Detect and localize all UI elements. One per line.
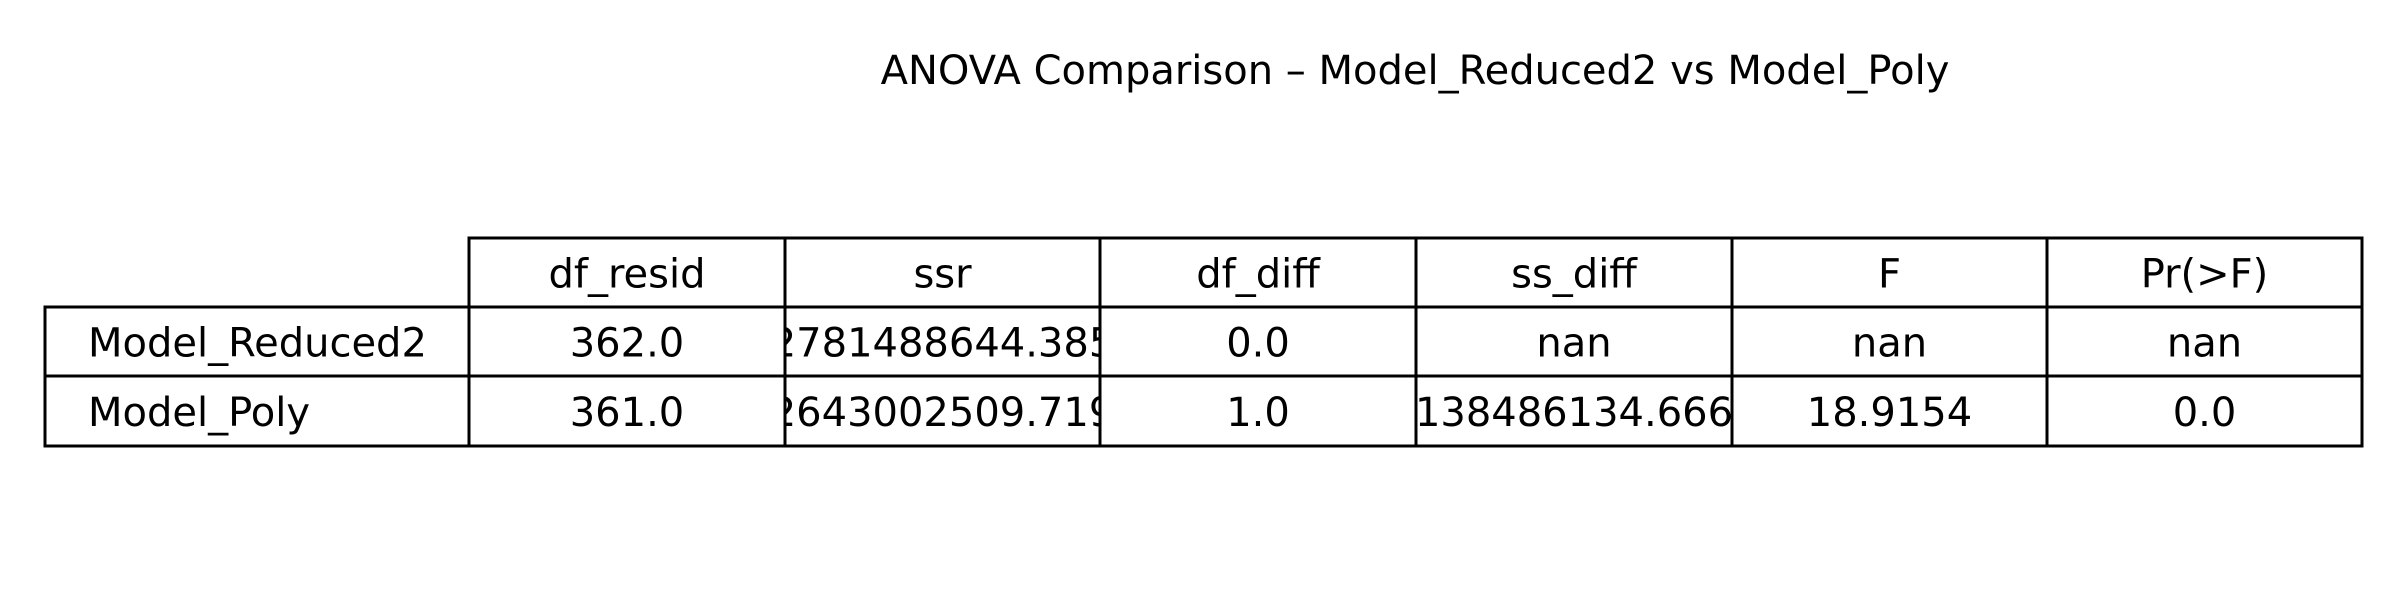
- cell-value-r1-c4: nan: [1536, 321, 1611, 367]
- cell-value-r1-c5: nan: [1852, 321, 1927, 367]
- table-cell-r2-c2: [783, 374, 1102, 448]
- cell-value-r1-c3: 0.0: [1226, 321, 1290, 367]
- column-header-2: ssr: [913, 252, 972, 298]
- table-title: ANOVA Comparison – Model_Reduced2 vs Mod…: [880, 48, 1950, 94]
- table-cell-r2-c4: [1414, 374, 1734, 448]
- cell-value-r2-c1: 361.0: [570, 390, 685, 436]
- header-cell-3: [1098, 236, 1418, 309]
- cell-value-r2-c3: 1.0: [1226, 390, 1290, 436]
- table-cell-r1-c2: [783, 305, 1102, 378]
- column-header-4: ss_diff: [1511, 252, 1638, 298]
- cell-value-r2-c6: 0.0: [2173, 390, 2237, 436]
- header-cell-1: [467, 236, 787, 309]
- cell-value-r2-c5: 18.9154: [1807, 390, 1972, 436]
- row-label-cell-2: [43, 374, 471, 448]
- table-cell-r1-c6: [2045, 305, 2364, 378]
- cell-value-r2-c4: 138486134.666: [1415, 390, 1733, 436]
- row-label-2: Model_Poly: [88, 390, 310, 436]
- row-label-1: Model_Reduced2: [88, 321, 427, 367]
- table-cell-r2-c1: [467, 374, 787, 448]
- cell-value-r1-c2: 2781488644.385: [771, 321, 1115, 367]
- column-header-5: F: [1878, 252, 1901, 298]
- cell-value-r1-c1: 362.0: [570, 321, 685, 367]
- column-header-1: df_resid: [549, 252, 706, 298]
- table-cell-r1-c3: [1098, 305, 1418, 378]
- table-cell-r2-c3: [1098, 374, 1418, 448]
- column-header-3: df_diff: [1196, 252, 1321, 298]
- table-cell-r2-c5: [1730, 374, 2049, 448]
- cell-value-r1-c6: nan: [2167, 321, 2242, 367]
- header-cell-2: [783, 236, 1102, 309]
- table-cell-r2-c6: [2045, 374, 2364, 448]
- table-cell-r1-c1: [467, 305, 787, 378]
- cell-value-r2-c2: 2643002509.719: [771, 390, 1115, 436]
- table-cell-r1-c5: [1730, 305, 2049, 378]
- column-header-6: Pr(>F): [2141, 252, 2269, 298]
